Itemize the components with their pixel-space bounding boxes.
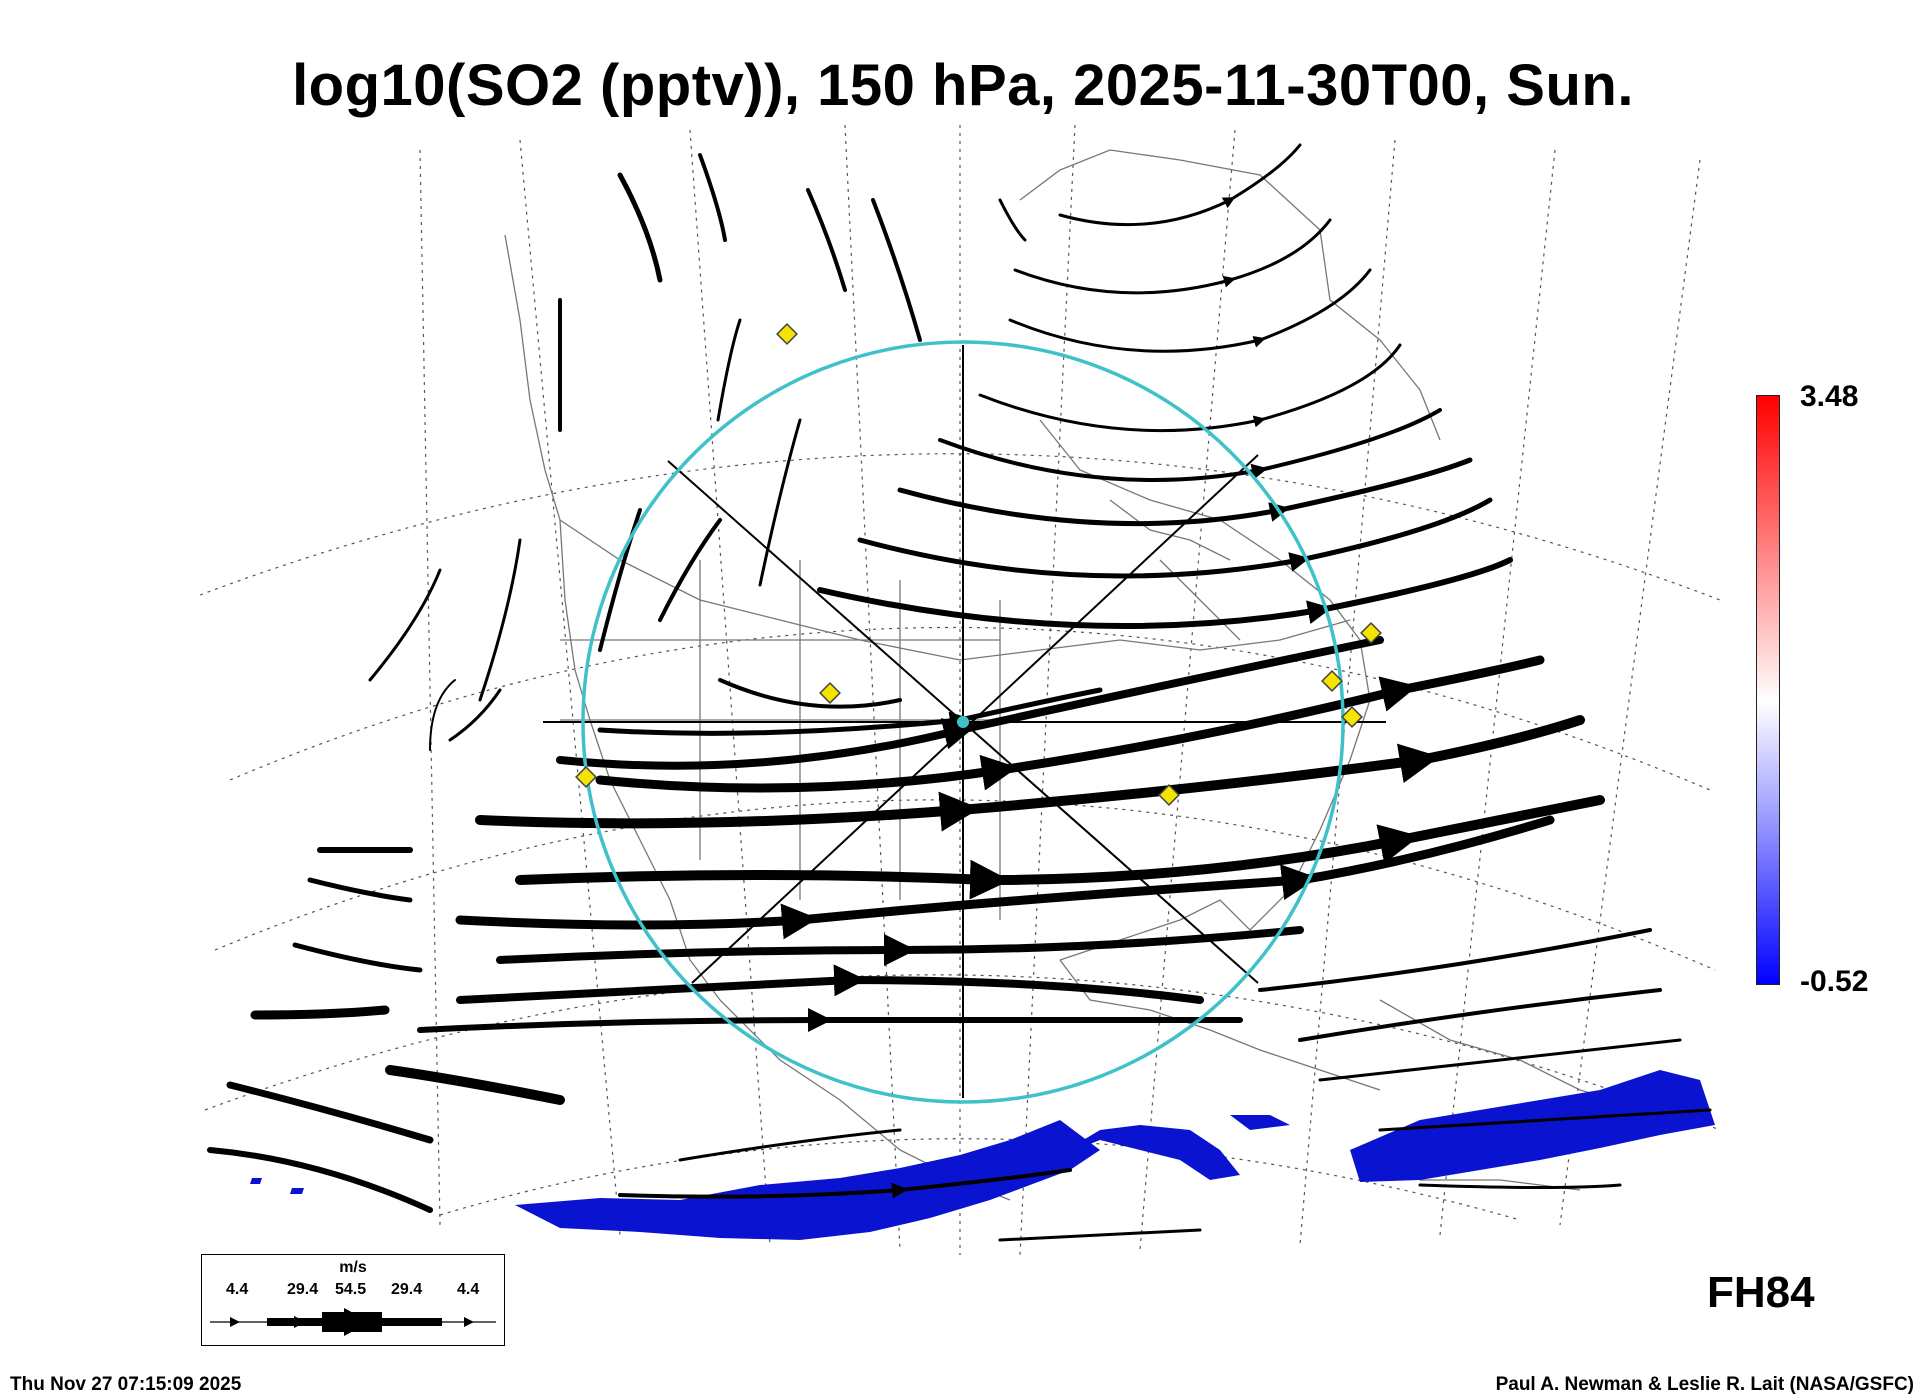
colorbar-min-label: -0.52 (1800, 965, 1869, 998)
legend-arrow-scale (210, 1308, 496, 1336)
legend-speed-4: 29.4 (391, 1281, 423, 1298)
legend-speed-1: 4.4 (226, 1281, 249, 1298)
graticule (199, 124, 1721, 1256)
forecast-hour: FH84 (1707, 1268, 1815, 1317)
legend-speed-5: 4.4 (457, 1281, 480, 1298)
legend-speed-3: 54.5 (335, 1281, 367, 1298)
legend-speed-2: 29.4 (287, 1281, 319, 1298)
wind-streamlines (207, 143, 1712, 1242)
range-ring (581, 340, 1345, 1104)
colorbar (1756, 395, 1780, 985)
ring-center (957, 716, 969, 728)
so2-low-patches (250, 1070, 1715, 1240)
map-title: log10(SO2 (pptv)), 150 hPa, 2025-11-30T0… (292, 53, 1634, 118)
colorbar-max-label: 3.48 (1800, 380, 1859, 413)
wind-speed-legend: m/s 4.4 29.4 54.5 29.4 4.4 (201, 1254, 505, 1346)
legend-unit: m/s (339, 1259, 367, 1276)
credit-line: Paul A. Newman & Leslie R. Lait (NASA/GS… (1495, 1374, 1914, 1395)
run-timestamp: Thu Nov 27 07:15:09 2025 (10, 1374, 242, 1395)
station-markers (575, 323, 1382, 806)
